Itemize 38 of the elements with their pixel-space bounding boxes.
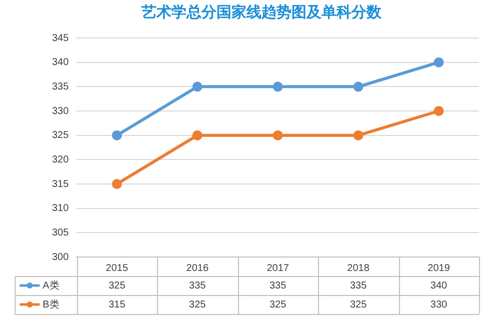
legend-label: B类 (42, 298, 60, 310)
y-tick-label: 305 (52, 227, 70, 238)
point (434, 57, 444, 68)
point (192, 82, 202, 92)
y-tick-label: 340 (52, 57, 70, 68)
legend-label: A类 (42, 279, 60, 292)
y-tick-label: 345 (52, 32, 70, 44)
point (272, 82, 283, 92)
point (434, 106, 444, 116)
point (272, 130, 283, 140)
x-tick-label: 2017 (266, 262, 290, 274)
point (192, 130, 202, 140)
data-label: 340 (430, 280, 448, 292)
data-label: 315 (108, 299, 126, 310)
data-label: 325 (189, 299, 206, 310)
y-tick-label: 320 (52, 154, 70, 166)
y-tick-label: 330 (52, 106, 70, 117)
data-label: 335 (270, 280, 287, 292)
x-tick-label: 2019 (428, 262, 450, 274)
data-label: 325 (350, 299, 368, 310)
point (353, 130, 364, 140)
chart-title: 艺术学总分国家线趋势图及单科分数 (140, 3, 382, 22)
x-tick-label: 2018 (347, 262, 370, 274)
data-label: 325 (270, 299, 287, 310)
y-tick-label: 335 (52, 81, 70, 92)
y-tick-label: 310 (52, 203, 70, 214)
data-label: 335 (350, 280, 368, 292)
point (112, 179, 122, 189)
x-tick-label: 2016 (186, 262, 209, 274)
point (353, 82, 364, 92)
data-label: 330 (430, 299, 448, 310)
y-tick-label: 325 (52, 130, 70, 142)
point (112, 130, 122, 140)
y-tick-label: 315 (52, 178, 70, 190)
data-label: 335 (189, 280, 206, 292)
data-label: 325 (108, 280, 126, 292)
x-tick-label: 2015 (106, 262, 128, 274)
y-tick-label: 300 (52, 252, 70, 263)
